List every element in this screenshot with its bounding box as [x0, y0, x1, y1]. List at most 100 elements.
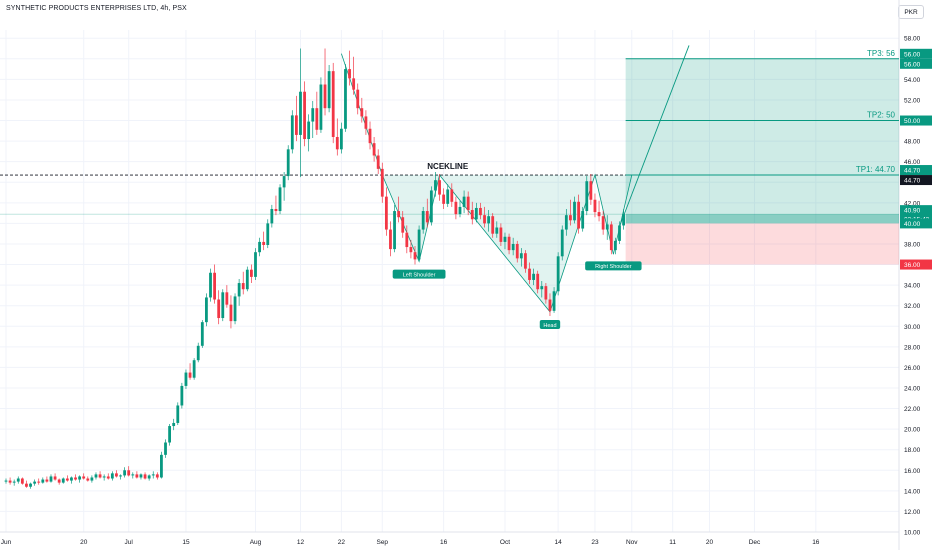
candle-body: [200, 322, 204, 346]
candle-body: [454, 201, 458, 215]
price-tag: [900, 175, 932, 186]
candle-body: [278, 187, 282, 212]
x-tick-label: 16: [812, 539, 820, 546]
y-tick-label: 24.00: [904, 385, 921, 392]
candle-body: [483, 215, 486, 224]
x-tick-label: 20: [80, 539, 88, 546]
y-tick-label: 54.00: [904, 77, 921, 84]
candle-body: [540, 286, 544, 290]
candle-body: [37, 481, 41, 483]
candle-body: [560, 229, 564, 257]
candle-body: [29, 483, 32, 487]
candle-body: [462, 196, 466, 207]
y-tick-label: 38.00: [904, 241, 921, 248]
y-tick-label: 22.00: [904, 406, 921, 413]
candle-body: [245, 269, 249, 290]
candle-body: [376, 155, 380, 169]
candle-body: [536, 273, 540, 290]
candle-body: [307, 121, 311, 140]
candle-body: [155, 474, 159, 478]
target-label-3: TP1: 44.70: [856, 165, 896, 174]
price-tag: [900, 48, 932, 59]
candle-body: [16, 478, 20, 482]
pattern-badge-label: Head: [543, 323, 556, 329]
candle-body: [372, 143, 376, 156]
chart-title: SYNTHETIC PRODUCTS ENTERPRISES LTD, 4h, …: [6, 5, 187, 12]
price-tag-label: 44.70: [904, 178, 921, 185]
price-tag: [900, 115, 932, 126]
x-tick-label: 23: [591, 539, 599, 546]
candle-body: [196, 345, 200, 361]
candle-body: [335, 136, 339, 150]
candle-body: [577, 201, 580, 229]
candle-body: [254, 252, 257, 277]
grid: [0, 0, 900, 550]
y-tick-label: 28.00: [904, 344, 921, 351]
candle-body: [556, 256, 560, 292]
candle-body: [605, 224, 609, 230]
candle-body: [474, 207, 478, 220]
candle-body: [466, 196, 470, 211]
candle-body: [622, 214, 625, 226]
candle-body: [569, 215, 572, 221]
price-tag: [900, 205, 932, 216]
candle-body: [147, 475, 151, 479]
candle-body: [491, 216, 495, 234]
candle-body: [352, 78, 356, 90]
candle-body: [258, 241, 261, 253]
candle-body: [442, 194, 446, 204]
candle-body: [20, 478, 24, 484]
candle-body: [323, 84, 327, 109]
candle-body: [102, 476, 106, 478]
time-axis[interactable]: Jun 20 Jul 15 Aug 12 22 Sep 16 Oct 14 23 Nov 11 20 Dec 1…: [1, 539, 820, 546]
price-tag-label: 36.00: [904, 262, 921, 269]
candle-body: [184, 372, 188, 386]
candle-body: [331, 71, 335, 137]
price-tag: [900, 58, 932, 69]
candle-body: [25, 483, 28, 487]
candle-body: [299, 91, 302, 135]
candle-body: [294, 115, 298, 135]
x-tick-label: Nov: [626, 539, 638, 546]
candle-body: [225, 292, 229, 305]
candle-body: [176, 405, 180, 423]
candle-body: [266, 223, 270, 245]
candle-body: [282, 176, 286, 188]
candle-body: [618, 225, 621, 241]
candle-body: [241, 283, 245, 290]
candle-body: [450, 189, 454, 202]
candle-body: [217, 299, 221, 319]
y-tick-label: 30.00: [904, 324, 921, 331]
candle-body: [405, 232, 409, 248]
candle-body: [413, 252, 417, 260]
price-axis[interactable]: 58.0056.0054.0052.0050.0048.0046.0044.00…: [900, 36, 932, 537]
price-tag-label: 56.00: [904, 51, 921, 58]
candle-body: [434, 180, 437, 191]
candle-body: [499, 227, 503, 242]
candle-body: [33, 481, 37, 484]
price-tag-label: 56.00: [904, 61, 921, 68]
position-zones: [625, 58, 899, 265]
y-tick-label: 48.00: [904, 139, 921, 146]
candle-body: [479, 207, 482, 216]
candle-body: [384, 196, 388, 230]
y-tick-label: 14.00: [904, 488, 921, 495]
candle-body: [4, 480, 8, 482]
candle-body: [115, 473, 118, 477]
target-label-1: TP3: 56: [867, 49, 896, 58]
candle-body: [311, 108, 315, 122]
candle-body: [303, 91, 306, 140]
candle-body: [139, 474, 143, 478]
y-tick-label: 18.00: [904, 447, 921, 454]
candle-body: [143, 474, 147, 479]
candle-body: [356, 89, 360, 109]
candle-body: [552, 291, 556, 311]
candle-body: [250, 269, 253, 277]
candle-body: [495, 227, 499, 234]
candle-body: [597, 212, 601, 217]
candle-body: [123, 470, 127, 476]
candle-body: [368, 128, 372, 144]
candle-body: [290, 115, 294, 150]
candle-body: [65, 478, 69, 481]
